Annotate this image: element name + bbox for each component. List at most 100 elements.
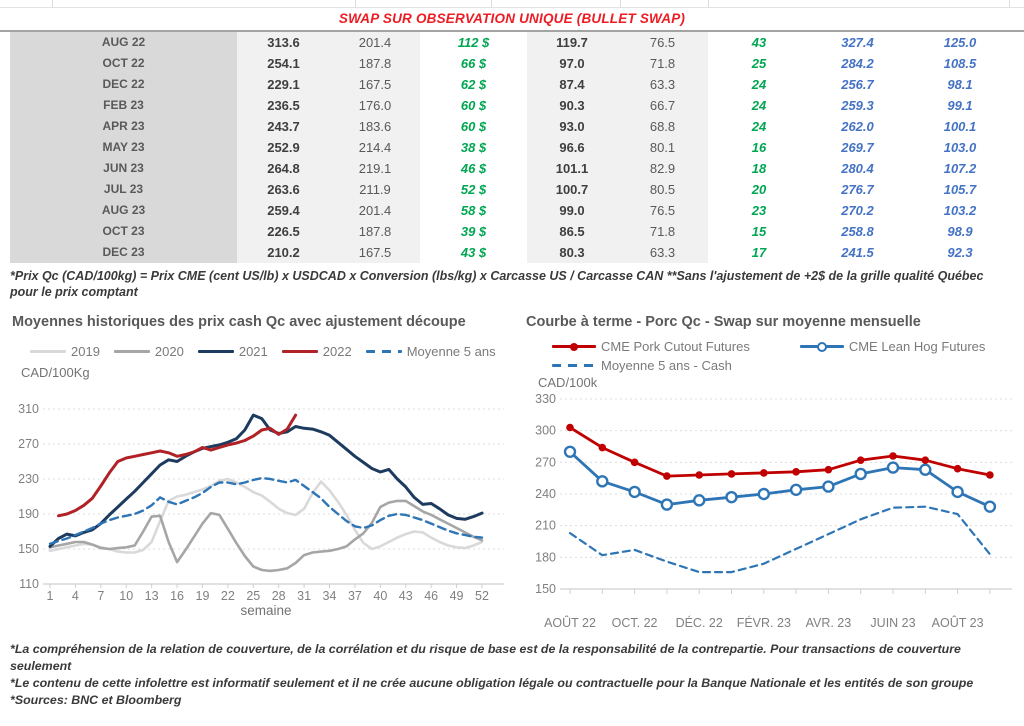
value-cell: 71.8: [617, 221, 708, 242]
value-cell: 214.4: [330, 137, 420, 158]
value-cell: 187.8: [330, 221, 420, 242]
right-chart-title: Courbe à terme - Porc Qc - Swap sur moye…: [526, 314, 921, 330]
value-cell: 80.1: [617, 137, 708, 158]
legend-label: 2022: [322, 344, 352, 359]
swap-table: AUG 22 313.6 201.4 112 $119.7 76.5 43 327.4 125…: [10, 32, 1015, 263]
svg-text:330: 330: [535, 392, 556, 406]
value-cell: 17: [751, 245, 767, 260]
legend-label: Moyenne 5 ans - Cash: [601, 358, 732, 373]
value-cell: 264.8: [237, 158, 330, 179]
svg-text:210: 210: [535, 519, 556, 533]
value-cell: 176.0: [330, 95, 420, 116]
forward-curve-panel: Courbe à terme - Porc Qc - Swap sur moye…: [524, 314, 1024, 635]
table-row: MAY 23 252.9 214.4 38 $ 96.6 80.1 16 269.7 103.0: [10, 137, 1015, 158]
svg-text:110: 110: [19, 577, 39, 591]
value-cell: 20: [751, 182, 767, 197]
value-cell: 98.9: [947, 224, 973, 239]
svg-text:DÉC. 22: DÉC. 22: [676, 615, 723, 630]
value-cell: 62 $: [460, 77, 487, 92]
value-cell: 46 $: [460, 161, 487, 176]
value-cell: 229.1: [237, 74, 330, 95]
value-cell: 82.9: [617, 158, 708, 179]
svg-text:180: 180: [535, 550, 556, 564]
svg-text:7: 7: [97, 589, 104, 603]
legend-label: Moyenne 5 ans: [406, 344, 496, 359]
value-cell: 24: [751, 119, 767, 134]
legend-swatch: [113, 350, 150, 353]
value-cell: 24: [751, 77, 767, 92]
value-cell: 313.6: [237, 32, 330, 53]
value-cell: 103.2: [943, 203, 977, 218]
filled-marker-icon: [570, 342, 578, 351]
svg-text:31: 31: [297, 589, 311, 603]
contract-month-cell: FEB 23: [10, 95, 237, 116]
table-row: FEB 23 236.5 176.0 60 $ 90.3 66.7 24 259.3 99.1: [10, 95, 1015, 116]
value-cell: 183.6: [330, 116, 420, 137]
value-cell: 284.2: [841, 56, 874, 71]
svg-text:25: 25: [246, 589, 260, 603]
value-cell: 167.5: [330, 74, 420, 95]
value-cell: 25: [751, 56, 767, 71]
value-cell: 16: [751, 140, 767, 155]
legend-item-cme-pork-cutout-futures: CME Pork Cutout Futures: [552, 339, 750, 354]
value-cell: 105.7: [943, 182, 977, 197]
contract-month-cell: JUN 23: [10, 158, 237, 179]
value-cell: 243.7: [237, 116, 330, 137]
value-cell: 187.8: [330, 53, 420, 74]
table-row: JUN 23 264.8 219.1 46 $ 101.1 82.9 18 280.4 107.…: [10, 158, 1015, 179]
svg-text:CAD/100Kg: CAD/100Kg: [21, 365, 90, 380]
value-cell: 201.4: [330, 200, 420, 221]
table-footnote: *Prix Qc (CAD/100kg) = Prix CME (cent US…: [10, 269, 984, 299]
table-row: OCT 23 226.5 187.8 39 $ 86.5 71.8 15 258.8 98.9: [10, 221, 1015, 242]
table-title: SWAP SUR OBSERVATION UNIQUE (BULLET SWAP…: [0, 8, 1024, 32]
value-cell: 108.5: [943, 56, 977, 71]
disclaimer-line: *La compréhension de la relation de couv…: [10, 642, 961, 673]
value-cell: 103.0: [943, 140, 977, 155]
value-cell: 90.3: [527, 95, 617, 116]
value-cell: 219.1: [330, 158, 420, 179]
value-cell: 68.8: [617, 116, 708, 137]
open-marker-icon: [816, 341, 827, 352]
svg-text:310: 310: [18, 402, 39, 416]
table-row: DEC 23 210.2 167.5 43 $ 80.3 63.3 17 241.5 92.3: [10, 242, 1015, 263]
table-row: APR 23 243.7 183.6 60 $ 93.0 68.8 24 262.0 100.1: [10, 116, 1015, 137]
svg-text:46: 46: [424, 589, 438, 603]
value-cell: 270.2: [841, 203, 874, 218]
svg-text:AOÛT 22: AOÛT 22: [544, 615, 596, 630]
legend-item-2019: 2019: [30, 344, 100, 359]
value-cell: 58 $: [460, 203, 487, 218]
historical-prices-panel: Moyennes historiques des prix cash Qc av…: [10, 314, 520, 635]
value-cell: 100.7: [527, 179, 617, 200]
value-cell: 99.1: [947, 98, 973, 113]
contract-month-cell: OCT 22: [10, 53, 237, 74]
value-cell: 280.4: [841, 161, 874, 176]
value-cell: 226.5: [237, 221, 330, 242]
legend-swatch: [30, 350, 66, 353]
value-cell: 252.9: [237, 137, 330, 158]
value-cell: 112 $: [457, 35, 490, 50]
svg-text:270: 270: [18, 437, 39, 451]
value-cell: 66.7: [617, 95, 708, 116]
table-row: AUG 22 313.6 201.4 112 $ 119.7 76.5 43 327.4 125…: [10, 32, 1015, 53]
svg-text:34: 34: [323, 589, 337, 603]
value-cell: 119.7: [527, 32, 617, 53]
svg-text:10: 10: [119, 589, 133, 603]
legend-item-cme-lean-hog-futures: CME Lean Hog Futures: [799, 339, 985, 354]
legend-label: 2021: [238, 344, 268, 359]
value-cell: 80.5: [617, 179, 708, 200]
left-chart-legend: 2019 2020 2021 2022 Moyenne 5 ans: [30, 344, 520, 359]
contract-month-cell: APR 23: [10, 116, 237, 137]
value-cell: 38 $: [460, 140, 487, 155]
right-chart-legend: CME Pork Cutout Futures CME Lean Hog Futu…: [552, 339, 1024, 373]
value-cell: 92.3: [947, 245, 973, 260]
value-cell: 96.6: [527, 137, 617, 158]
legend-swatch: [281, 350, 318, 353]
value-cell: 23: [751, 203, 767, 218]
value-cell: 71.8: [617, 53, 708, 74]
legend-swatch: [552, 364, 596, 367]
value-cell: 211.9: [330, 179, 420, 200]
legend-label: CME Pork Cutout Futures: [601, 339, 750, 354]
svg-text:4: 4: [72, 589, 79, 603]
svg-text:40: 40: [373, 589, 387, 603]
